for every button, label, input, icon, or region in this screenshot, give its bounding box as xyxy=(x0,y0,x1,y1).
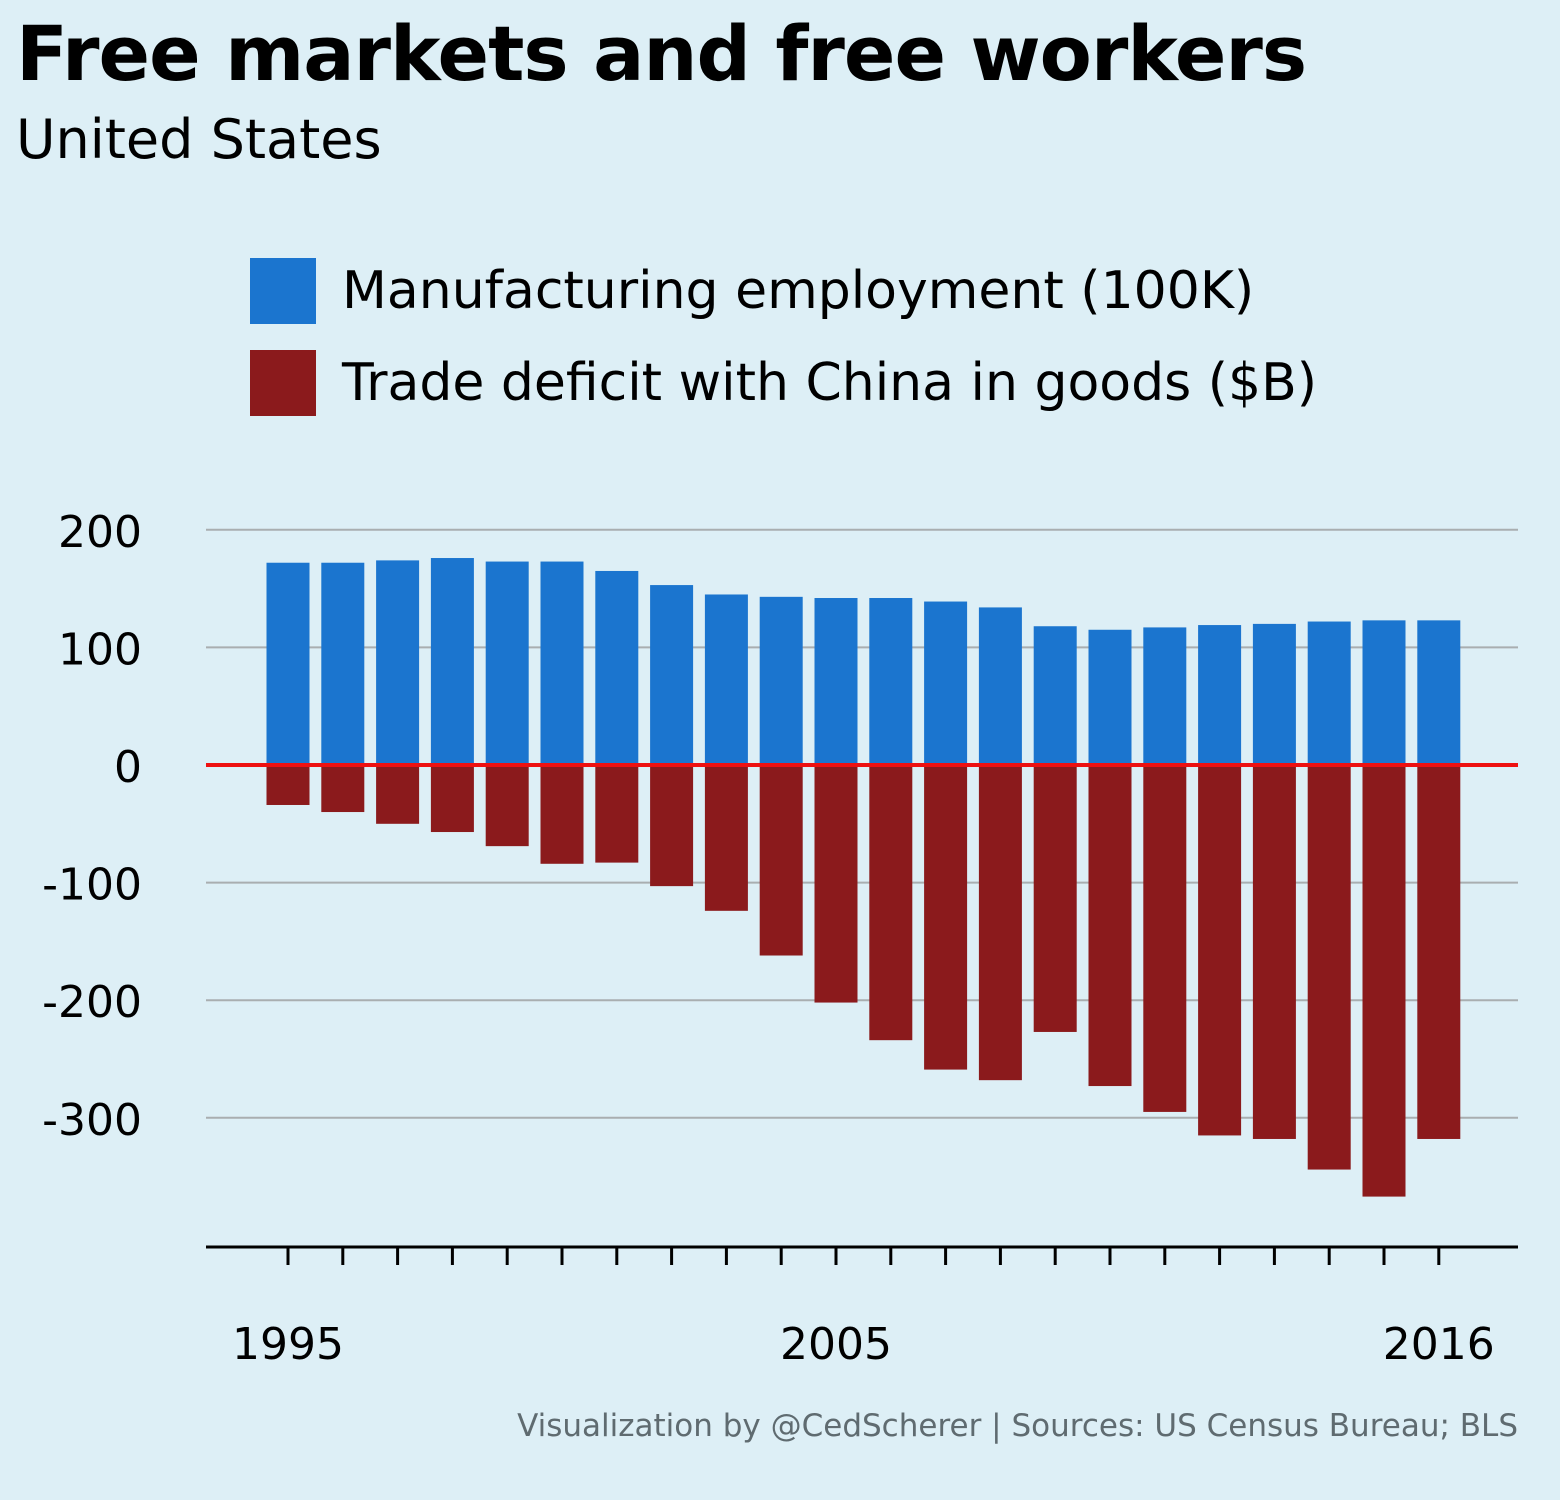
bar-trade-deficit xyxy=(1252,765,1296,1139)
legend-swatch-employment xyxy=(250,258,316,324)
legend-swatch-trade-deficit xyxy=(250,350,316,416)
bar-trade-deficit xyxy=(650,765,694,887)
bar-employment xyxy=(1307,621,1351,765)
bar-employment xyxy=(1033,626,1077,765)
bar-trade-deficit xyxy=(266,765,310,805)
bar-trade-deficit xyxy=(1198,765,1242,1136)
bar-trade-deficit xyxy=(485,765,529,847)
bar-trade-deficit xyxy=(978,765,1022,1081)
bar-trade-deficit xyxy=(1033,765,1077,1032)
y-axis-tick-labels: 200 100 0 -100 -200 -300 xyxy=(42,507,142,1146)
bars xyxy=(266,558,1461,1197)
y-tick-label: 200 xyxy=(58,507,142,558)
y-tick-label: -300 xyxy=(42,1095,142,1146)
source-caption: Visualization by @CedScherer | Sources: … xyxy=(517,1408,1518,1444)
y-tick-label: 100 xyxy=(58,624,142,675)
bar-trade-deficit xyxy=(869,765,913,1041)
x-axis: 1995 2005 2016 xyxy=(206,1245,1518,1370)
bar-trade-deficit xyxy=(1362,765,1406,1197)
bar-employment xyxy=(704,594,748,765)
bar-employment xyxy=(1252,623,1296,765)
bar-employment xyxy=(869,598,913,765)
bar-employment xyxy=(650,585,694,765)
bar-trade-deficit xyxy=(321,765,365,813)
bar-employment xyxy=(430,558,474,765)
bar-employment xyxy=(1362,620,1406,765)
legend-label-employment: Manufacturing employment (100K) xyxy=(342,261,1255,321)
bar-employment xyxy=(814,598,858,765)
bar-employment xyxy=(376,560,420,765)
bar-employment xyxy=(978,607,1022,765)
x-tick-label: 2016 xyxy=(1383,1319,1495,1370)
bar-trade-deficit xyxy=(540,765,584,864)
chart-subtitle: United States xyxy=(16,108,382,171)
y-tick-label: -100 xyxy=(42,860,142,911)
bar-employment xyxy=(1088,629,1132,765)
bar-employment xyxy=(595,570,639,765)
grid-lines xyxy=(206,528,1518,1119)
bar-trade-deficit xyxy=(1307,765,1351,1170)
bar-trade-deficit xyxy=(430,765,474,833)
x-tick-label: 1995 xyxy=(232,1319,344,1370)
bar-employment xyxy=(266,562,310,765)
y-tick-label: -200 xyxy=(42,977,142,1028)
bar-employment xyxy=(759,596,803,765)
bar-trade-deficit xyxy=(1417,765,1461,1139)
x-tick-label: 2005 xyxy=(780,1319,892,1370)
bar-employment xyxy=(1417,620,1461,765)
bar-trade-deficit xyxy=(924,765,968,1070)
bar-trade-deficit xyxy=(759,765,803,956)
bar-trade-deficit xyxy=(1088,765,1132,1087)
bar-trade-deficit xyxy=(376,765,420,824)
bar-employment xyxy=(485,561,529,765)
bar-employment xyxy=(540,561,584,765)
bar-trade-deficit xyxy=(704,765,748,911)
legend-label-trade-deficit: Trade deficit with China in goods ($B) xyxy=(342,353,1318,413)
bar-employment xyxy=(1143,627,1187,765)
bar-trade-deficit xyxy=(1143,765,1187,1112)
bar-employment xyxy=(321,562,365,765)
bar-employment xyxy=(924,601,968,765)
bar-trade-deficit xyxy=(595,765,639,863)
bar-employment xyxy=(1198,625,1242,765)
y-tick-label: 0 xyxy=(114,742,142,793)
chart-title: Free markets and free workers xyxy=(16,9,1307,98)
bar-trade-deficit xyxy=(814,765,858,1003)
